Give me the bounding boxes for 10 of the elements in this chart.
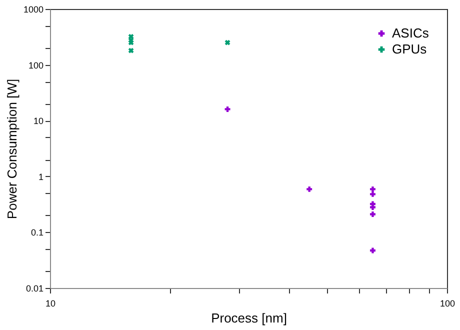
x-axis-title: Process [nm] [211, 310, 287, 326]
y-tick-label: 1 [38, 172, 44, 182]
y-tick-label: 100 [28, 60, 44, 70]
y-axis-title: Power Consumption [W] [4, 78, 20, 220]
legend-label: ASICs [392, 26, 430, 40]
y-tick-label: 1000 [23, 4, 44, 14]
y-tick-label: 0.01 [26, 284, 44, 294]
legend-label: GPUs [392, 42, 428, 56]
y-tick-label: 0.1 [30, 228, 44, 238]
y-tick-label: 10 [33, 116, 44, 126]
